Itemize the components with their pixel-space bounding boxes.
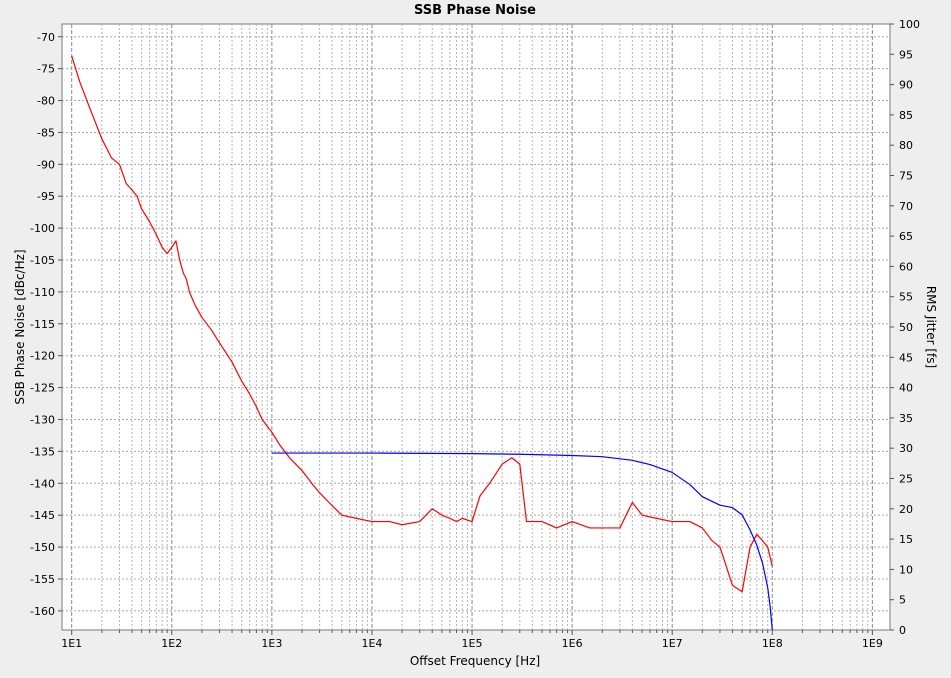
y2-tick-label: 65 — [899, 230, 913, 243]
y2-axis-label: RMS Jitter [fs] — [924, 286, 938, 368]
y2-tick-label: 25 — [899, 473, 913, 486]
y-tick-label: -150 — [30, 541, 55, 554]
y-tick-label: -130 — [30, 413, 55, 426]
y2-tick-label: 85 — [899, 109, 913, 122]
grid-layer — [62, 24, 890, 630]
chart-title: SSB Phase Noise — [414, 3, 536, 18]
x-tick-label: 1E6 — [562, 637, 583, 650]
y2-tick-label: 75 — [899, 170, 913, 183]
x-tick-label: 1E1 — [61, 637, 82, 650]
y2-tick-label: 20 — [899, 503, 913, 516]
y-tick-label: -100 — [30, 222, 55, 235]
y-tick-label: -120 — [30, 350, 55, 363]
y2-tick-label: 15 — [899, 533, 913, 546]
y-axis-label: SSB Phase Noise [dBc/Hz] — [13, 249, 27, 404]
y2-tick-label: 30 — [899, 442, 913, 455]
y-tick-label: -125 — [30, 382, 55, 395]
y-tick-label: -160 — [30, 605, 55, 618]
axis-layer: -160 -155 -150 -145 -140 -135 -130 -125 -120 -115… — [30, 18, 920, 650]
y2-tick-label: 40 — [899, 382, 913, 395]
y-tick-label: -70 — [37, 31, 55, 44]
x-tick-label: 1E7 — [662, 637, 683, 650]
y-tick-label: -115 — [30, 318, 55, 331]
y2-tick-label: 70 — [899, 200, 913, 213]
y2-tick-label: 50 — [899, 321, 913, 334]
y2-tick-label: 45 — [899, 351, 913, 364]
x-tick-label: 1E8 — [762, 637, 783, 650]
x-axis-label: Offset Frequency [Hz] — [410, 654, 540, 668]
y2-tick-label: 0 — [899, 624, 906, 637]
series-layer — [71, 55, 773, 631]
y2-tick-label: 55 — [899, 291, 913, 304]
y-tick-label: -75 — [37, 63, 55, 76]
x-tick-label: 1E5 — [462, 637, 483, 650]
x-tick-label: 1E9 — [862, 637, 883, 650]
y-tick-label: -145 — [30, 509, 55, 522]
x-tick-label: 1E2 — [161, 637, 182, 650]
y2-tick-label: 100 — [899, 18, 920, 31]
rms-jitter-line — [271, 452, 773, 631]
plot-area — [61, 23, 891, 631]
y2-tick-label: 5 — [899, 594, 906, 607]
y-tick-label: -80 — [37, 95, 55, 108]
y2-tick-label: 95 — [899, 48, 913, 61]
y2-tick-label: 10 — [899, 563, 913, 576]
y-tick-label: -90 — [37, 158, 55, 171]
y-tick-label: -105 — [30, 254, 55, 267]
x-tick-label: 1E4 — [361, 637, 382, 650]
y2-tick-label: 35 — [899, 412, 913, 425]
y-tick-label: -140 — [30, 477, 55, 490]
x-tick-label: 1E3 — [261, 637, 282, 650]
y2-tick-label: 80 — [899, 139, 913, 152]
y2-tick-label: 60 — [899, 260, 913, 273]
y-tick-label: -110 — [30, 286, 55, 299]
y-tick-label: -155 — [30, 573, 55, 586]
y2-tick-label: 90 — [899, 79, 913, 92]
y-tick-label: -95 — [37, 190, 55, 203]
y-tick-label: -135 — [30, 445, 55, 458]
phase-noise-line — [71, 55, 773, 593]
y-tick-label: -85 — [37, 126, 55, 139]
